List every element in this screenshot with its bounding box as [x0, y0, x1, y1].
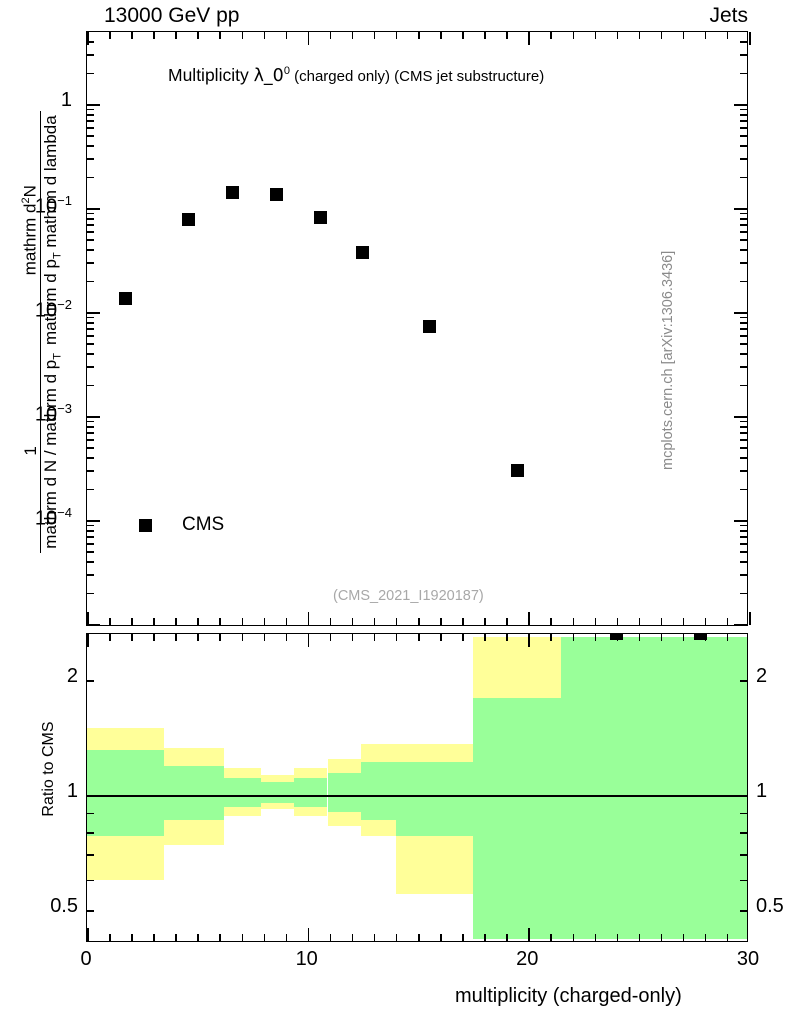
ratio-panel-frame	[86, 633, 748, 942]
ratio-band-inner	[327, 773, 361, 813]
y-axis-outer-denominator: mathrm d N / mathrm d pT	[39, 349, 64, 553]
y-axis-outer-numerator: 1	[20, 446, 40, 456]
data-marker	[270, 187, 284, 201]
ratio-band-inner	[164, 766, 224, 820]
data-marker	[356, 246, 370, 260]
ratio-band-inner	[561, 636, 747, 939]
y-axis-inner-numerator: mathrm d2N	[20, 185, 40, 276]
x-axis-title: multiplicity (charged-only)	[455, 985, 682, 1007]
legend-marker-cms	[139, 518, 152, 532]
mcplots-credit: mcplots.cern.ch [arXiv:1306.3436]	[660, 250, 676, 470]
ratio-y-tick-label-right: 1	[756, 780, 768, 802]
y-tick-label: 10−2	[34, 297, 72, 322]
data-marker	[510, 463, 524, 477]
main-plot-frame	[86, 31, 751, 626]
y-axis-title: 1 mathrm d N / mathrm d pT mathrm d2N ma…	[20, 32, 64, 632]
data-marker	[226, 186, 240, 200]
legend: CMS	[139, 514, 224, 536]
data-marker	[182, 212, 195, 226]
ratio-y-tick-label-left: 2	[66, 665, 78, 687]
plot-title-main: Multiplicity	[168, 65, 254, 85]
ratio-y-tick-label-left: 0.5	[50, 895, 78, 917]
ratio-band-inner	[473, 697, 562, 939]
y-axis-inner-denominator: mathrm d pT mathrm d lambda	[40, 111, 64, 350]
legend-label-cms: CMS	[182, 514, 225, 535]
ratio-y-tick-label-right: 2	[756, 665, 768, 687]
y-tick-label: 1	[60, 89, 72, 111]
y-tick-label: 10−3	[34, 401, 72, 426]
ratio-y-axis-title: Ratio to CMS	[40, 721, 57, 817]
ratio-band-inner	[87, 750, 165, 837]
ratio-band-inner	[261, 782, 295, 804]
ratio-band-inner	[294, 777, 328, 808]
plot-title-rest: (charged only) (CMS jet substructure)	[289, 68, 545, 85]
x-tick-label: 30	[736, 948, 760, 970]
plot-title-lambda-sup: 0	[283, 65, 290, 78]
plot-title-lambda: λ_0	[253, 66, 284, 86]
data-marker	[119, 291, 133, 305]
y-tick-label: 10−1	[34, 193, 72, 218]
analysis-watermark: (CMS_2021_I1920187)	[333, 588, 484, 604]
x-tick-label: 20	[516, 948, 539, 970]
data-marker	[422, 319, 436, 333]
plot-title: Multiplicity λ_00 (charged only) (CMS je…	[168, 65, 544, 86]
header-category: Jets	[709, 4, 748, 27]
ratio-band-inner	[360, 762, 396, 820]
x-tick-label: 10	[295, 948, 318, 970]
ratio-clipped-marker	[694, 634, 707, 640]
data-marker	[314, 210, 328, 224]
y-axis-inner-fraction: mathrm d2N mathrm d pT mathrm d lambda	[20, 111, 64, 350]
y-axis-outer-fraction: 1 mathrm d N / mathrm d pT	[21, 349, 64, 553]
header-energy: 13000 GeV pp	[104, 4, 240, 27]
ratio-reference-line	[87, 795, 747, 797]
ratio-y-tick-label-left: 1	[66, 780, 78, 802]
y-tick-label: 10−4	[34, 505, 72, 530]
ratio-band-inner	[395, 762, 474, 837]
ratio-y-tick-label-right: 0.5	[756, 895, 784, 917]
ratio-band-inner	[223, 777, 262, 808]
ratio-clipped-marker	[610, 634, 624, 640]
x-tick-label: 0	[80, 948, 92, 970]
